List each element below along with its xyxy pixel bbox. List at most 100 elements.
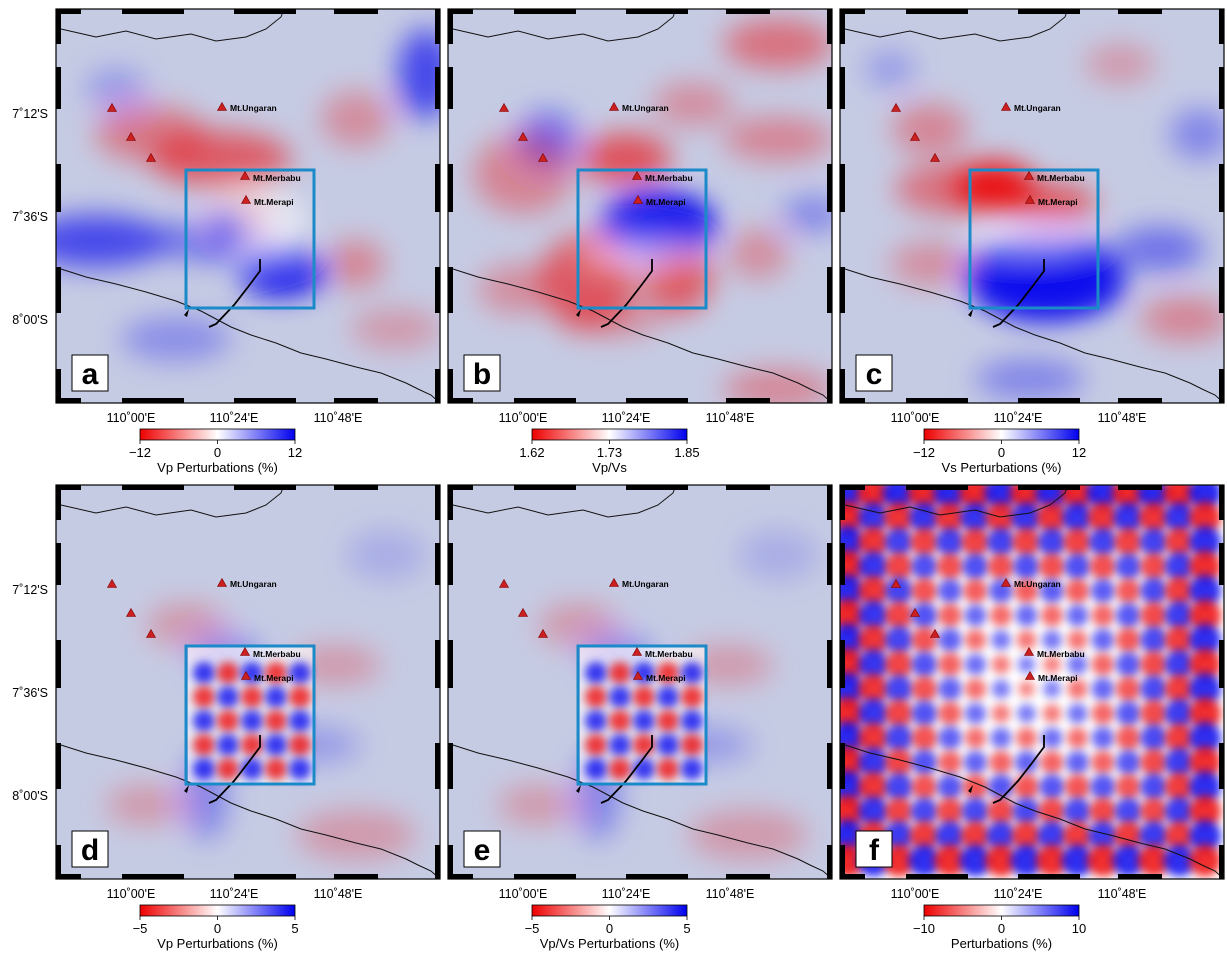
negative-anomaly — [936, 553, 964, 580]
positive-anomaly — [911, 651, 938, 678]
positive-anomaly — [241, 710, 263, 732]
negative-anomaly — [884, 601, 914, 630]
positive-anomaly — [1064, 553, 1091, 580]
positive-anomaly — [937, 774, 963, 800]
positive-anomaly — [911, 602, 938, 629]
volcano-icon — [498, 578, 510, 588]
colorbar: −10 0 10 Perturbations (%) — [913, 904, 1086, 951]
negative-anomaly — [1035, 844, 1069, 877]
panel-letter: d — [81, 834, 99, 867]
colorbar-tick-label: 0 — [998, 445, 1005, 460]
positive-anomaly — [289, 662, 311, 684]
negative-anomaly — [217, 662, 239, 684]
panel-letter-box — [71, 830, 109, 868]
map-panel-b: Mt.Ungaran Mt.Merbabu Mt.Merapi b 110˚00'E 11… — [447, 8, 833, 475]
negative-anomaly — [688, 810, 808, 860]
negative-anomaly — [1140, 601, 1168, 630]
coastline-south — [60, 744, 440, 879]
positive-anomaly — [1140, 675, 1168, 703]
negative-anomaly — [911, 724, 938, 752]
panel-letter-box — [71, 354, 109, 392]
longitude-tick: 110˚24'E — [210, 411, 259, 425]
negative-anomaly — [890, 242, 970, 286]
positive-anomaly — [884, 772, 914, 802]
positive-anomaly — [938, 677, 962, 701]
fault-line — [600, 259, 653, 328]
negative-anomaly — [1009, 485, 1044, 510]
negative-anomaly — [960, 820, 991, 852]
volcano-label-merapi: Mt.Merapi — [1038, 197, 1078, 207]
negative-anomaly — [265, 662, 287, 684]
negative-anomaly — [964, 629, 987, 651]
negative-anomaly — [884, 650, 914, 679]
negative-anomaly — [728, 229, 788, 279]
positive-anomaly — [217, 734, 239, 756]
positive-anomaly — [121, 317, 231, 361]
positive-anomaly — [1042, 630, 1062, 650]
colorbar-tick-label: 0 — [214, 921, 221, 936]
volcano-label-merapi: Mt.Merapi — [254, 673, 294, 683]
negative-anomaly — [289, 734, 311, 756]
volcano-icon — [909, 607, 921, 617]
negative-anomaly — [858, 624, 889, 656]
longitude-tick: 110˚00'E — [107, 411, 156, 425]
negative-anomaly — [1063, 527, 1092, 557]
volcano-icon — [632, 194, 644, 204]
negative-anomaly — [241, 686, 263, 708]
colorbar-tick-label: 0 — [606, 921, 613, 936]
negative-anomaly — [1164, 674, 1195, 704]
negative-anomaly — [1067, 678, 1088, 700]
colorbar-tick-label: 1.85 — [674, 445, 699, 460]
colorbar-tick-label: 12 — [288, 445, 302, 460]
negative-anomaly — [723, 19, 832, 69]
negative-anomaly — [1005, 184, 1095, 224]
negative-anomaly — [609, 662, 631, 684]
negative-anomaly — [1087, 501, 1119, 534]
negative-anomaly — [1091, 653, 1115, 676]
negative-anomaly — [884, 552, 914, 581]
longitude-tick: 110˚24'E — [602, 887, 651, 901]
coastline-south — [60, 268, 440, 403]
positive-anomaly — [990, 727, 1012, 749]
positive-anomaly — [1112, 844, 1145, 877]
frame-ticks — [840, 9, 1224, 403]
negative-anomaly — [987, 797, 1015, 826]
positive-anomaly — [1090, 774, 1116, 800]
negative-anomaly — [1114, 527, 1143, 557]
positive-anomaly — [1114, 797, 1143, 826]
volcano-icon — [145, 628, 157, 638]
volcano-label-merbabu: Mt.Merbabu — [645, 173, 693, 183]
positive-anomaly — [1115, 749, 1142, 776]
negative-anomaly — [1164, 576, 1195, 606]
negative-anomaly — [1115, 725, 1142, 751]
coastline-north — [60, 485, 285, 518]
colorbar-gradient — [923, 904, 1080, 917]
positive-anomaly — [935, 527, 965, 557]
negative-anomaly — [1015, 727, 1038, 749]
volcano-icon — [498, 102, 510, 112]
positive-anomaly — [1140, 577, 1168, 605]
negative-anomaly — [217, 758, 239, 780]
positive-anomaly — [1115, 700, 1142, 727]
longitude-tick: 110˚48'E — [314, 887, 363, 901]
study-area-box — [576, 644, 708, 786]
volcano-icon — [106, 102, 118, 112]
negative-anomaly — [1085, 44, 1155, 84]
negative-anomaly — [296, 810, 416, 860]
positive-anomaly — [193, 662, 215, 684]
negative-anomaly — [991, 655, 1011, 674]
negative-anomaly — [498, 785, 578, 825]
colorbar-tick-label: −12 — [913, 445, 935, 460]
positive-anomaly — [1170, 109, 1224, 159]
positive-anomaly — [1188, 574, 1222, 608]
positive-anomaly — [1061, 501, 1094, 534]
positive-anomaly — [1087, 820, 1119, 852]
panel-letter: b — [473, 358, 491, 391]
positive-anomaly — [1163, 844, 1196, 877]
negative-anomaly — [657, 710, 679, 732]
negative-anomaly — [1013, 774, 1040, 800]
study-area-box — [968, 168, 1100, 310]
latitude-tick: 7˚36'S — [12, 210, 48, 224]
colorbar-title: Vp Perturbations (%) — [157, 936, 278, 951]
positive-anomaly — [1015, 604, 1038, 627]
